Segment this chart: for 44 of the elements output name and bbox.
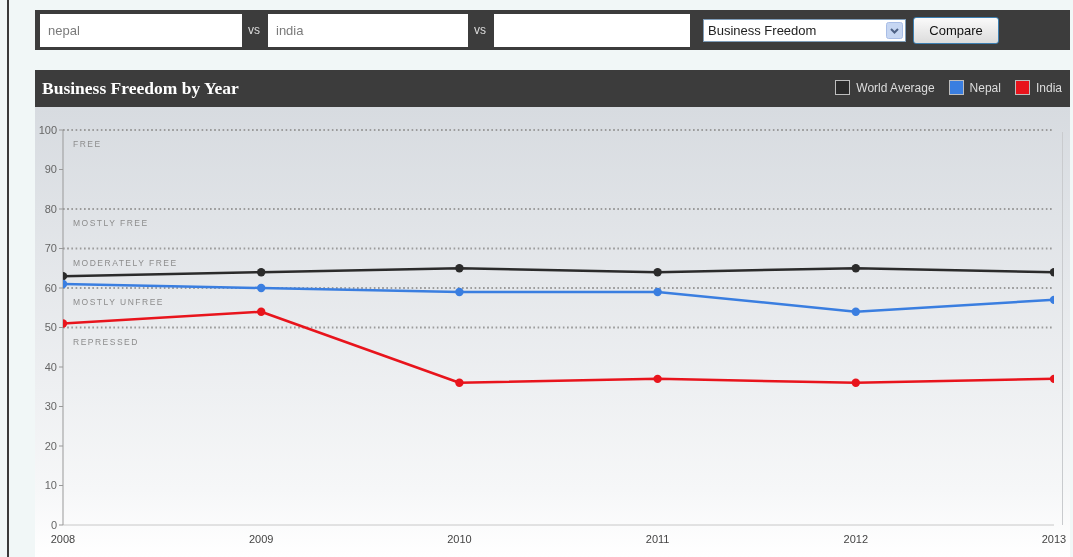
y-tick-label: 20 (44, 439, 57, 452)
ref-line-label: MODERATELY FREE (73, 257, 178, 268)
ref-line-label: MOSTLY UNFREE (73, 297, 164, 307)
y-tick-label: 0 (50, 518, 57, 531)
legend-label: India (1035, 80, 1062, 95)
x-tick-label: 2011 (645, 532, 670, 545)
point (257, 283, 266, 293)
point (257, 307, 266, 316)
y-tick-label: 90 (44, 163, 57, 176)
point (653, 374, 662, 384)
y-tick-label: 80 (44, 202, 57, 215)
point (851, 264, 860, 273)
x-tick-label: 2012 (843, 532, 869, 545)
dropdown-field: Business Freedom (703, 19, 906, 42)
text: vs (248, 23, 260, 37)
y-tick-label: 30 (44, 400, 57, 413)
x-tick-label: 2008 (50, 532, 76, 545)
y-tick-label: 40 (44, 360, 57, 373)
y-tick-label: 50 (44, 321, 57, 334)
text-field: india (268, 14, 468, 47)
x-tick-label: 2009 (248, 532, 274, 545)
ref-line-label: MOSTLY FREE (73, 218, 149, 228)
y-tick-label: 70 (44, 242, 57, 255)
x-tick-label: 2013 (1041, 532, 1067, 545)
y-tick-label: 60 (44, 281, 57, 294)
button: Compare (913, 17, 999, 44)
x-tick-label: 2010 (447, 532, 472, 545)
y-tick-label: 100 (38, 123, 57, 136)
point (653, 287, 662, 297)
y-tick-label: 10 (44, 479, 57, 492)
legend-label: World Average (856, 80, 935, 95)
point (653, 268, 662, 277)
text: vs (474, 23, 486, 37)
point (257, 268, 266, 277)
point (851, 378, 860, 387)
text-field: nepal (40, 14, 242, 47)
ref-line-label: FREE (73, 139, 102, 149)
legend-label: Nepal (969, 80, 1001, 95)
point (455, 287, 464, 297)
point (455, 264, 464, 273)
ref-line-label: REPRESSED (73, 336, 139, 347)
chart-title: Business Freedom by Year (42, 78, 239, 99)
point (455, 378, 464, 387)
point (851, 307, 860, 316)
